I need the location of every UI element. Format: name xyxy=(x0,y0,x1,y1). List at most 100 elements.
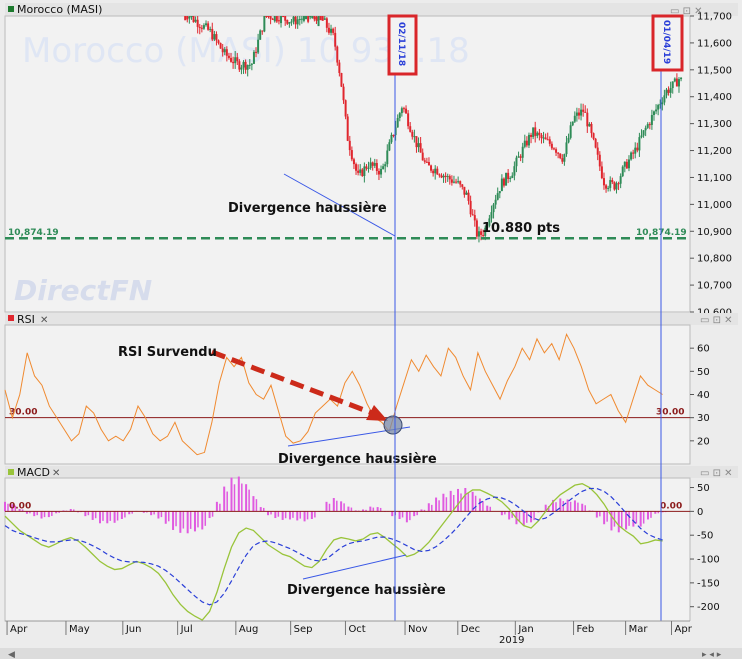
candle-body xyxy=(515,157,518,167)
candle-body xyxy=(246,65,249,70)
macd-close-icon[interactable]: ✕ xyxy=(52,468,60,479)
candle-body xyxy=(527,134,530,146)
date-box-apr xyxy=(651,14,684,72)
macd-plot-area[interactable] xyxy=(4,477,691,622)
candle-body xyxy=(405,108,408,114)
candle-body xyxy=(675,78,678,87)
price-divergence-label: Divergence haussière xyxy=(228,201,387,216)
candle-body xyxy=(669,88,672,93)
candle-body xyxy=(186,16,189,20)
y-tick-label: -50 xyxy=(697,531,713,542)
candle-body xyxy=(590,123,593,134)
candle-body xyxy=(450,179,453,183)
price-plot-area[interactable] xyxy=(4,15,691,313)
macd-panel-title: MACD xyxy=(17,466,50,479)
candle-body xyxy=(338,62,341,74)
price-points-label: 10.880 pts xyxy=(482,221,560,236)
candle-body xyxy=(252,51,255,64)
candle-body xyxy=(640,135,643,138)
candle-body xyxy=(496,193,499,200)
candle-body xyxy=(548,139,551,144)
candle-body xyxy=(627,159,630,169)
candle-body xyxy=(523,140,526,147)
candle-body xyxy=(257,39,260,53)
candle-body xyxy=(375,162,378,171)
candle-body xyxy=(486,225,489,228)
candle-body xyxy=(209,28,212,30)
rsi-oversold-label: RSI Survendu xyxy=(118,345,217,360)
candle-body xyxy=(632,152,635,154)
candle-body xyxy=(605,185,608,189)
candle-body xyxy=(430,165,433,171)
price-reference-label-left: 10,874.19 xyxy=(8,228,59,238)
rsi-reference-label-left: 30.00 xyxy=(9,408,37,418)
candle-body xyxy=(417,143,420,148)
candle-body xyxy=(534,127,537,136)
candle-body xyxy=(652,111,655,116)
candle-body xyxy=(467,192,470,201)
rsi-close-icon[interactable]: ✕ xyxy=(40,315,48,326)
candle-body xyxy=(298,19,301,21)
candle-body xyxy=(477,231,480,237)
candle-body xyxy=(546,139,549,141)
candle-body xyxy=(623,161,626,167)
y-tick-label: 11,300 xyxy=(697,119,732,130)
candle-body xyxy=(440,175,443,178)
svg-text:▭ ⊡ ✕: ▭ ⊡ ✕ xyxy=(700,468,733,479)
candle-body xyxy=(598,154,601,167)
candle-body xyxy=(425,161,428,163)
x-tick-label: Jan xyxy=(517,624,533,635)
candle-body xyxy=(248,64,251,66)
candle-body xyxy=(452,181,455,183)
candle-body xyxy=(327,27,330,33)
status-bar-controls[interactable]: ▸ ◂ ▸ xyxy=(702,650,722,659)
x-tick-label: Oct xyxy=(348,624,365,635)
rsi-plot-area[interactable] xyxy=(4,324,691,465)
candle-body xyxy=(594,138,597,148)
y-tick-label: 60 xyxy=(697,344,710,355)
candle-body xyxy=(555,149,558,153)
candle-body xyxy=(261,30,264,32)
macd-trendline xyxy=(302,554,407,580)
candle-body xyxy=(286,19,289,24)
candle-body xyxy=(484,227,487,236)
y-tick-label: 11,400 xyxy=(697,92,732,103)
rsi-divergence-label: Divergence haussière xyxy=(278,452,437,467)
candle-body xyxy=(205,23,208,26)
x-tick-label: May xyxy=(69,624,90,635)
candle-body xyxy=(542,137,545,139)
candle-body xyxy=(290,21,293,23)
candle-body xyxy=(513,166,516,176)
y-tick-label: -200 xyxy=(697,602,720,613)
candle-body xyxy=(357,170,360,173)
candle-body xyxy=(432,170,435,174)
candle-body xyxy=(538,132,541,135)
candle-body xyxy=(325,18,328,28)
candle-body xyxy=(617,183,620,185)
status-bar-arrow-icon[interactable]: ◀ xyxy=(8,650,15,659)
candle-body xyxy=(665,89,668,96)
candle-body xyxy=(427,162,430,166)
candle-body xyxy=(455,181,458,183)
y-tick-label: -150 xyxy=(697,578,720,589)
candle-body xyxy=(436,168,439,175)
candle-body xyxy=(423,160,426,162)
price-trendline xyxy=(283,173,396,237)
candle-body xyxy=(644,127,647,131)
candle-body xyxy=(459,181,462,185)
candle-body xyxy=(259,30,262,40)
macd-line xyxy=(4,483,663,621)
rsi-panel-controls[interactable]: ▭ ⊡ ✕ xyxy=(700,315,733,326)
candle-body xyxy=(584,111,587,113)
candle-body xyxy=(569,125,572,138)
candle-body xyxy=(196,19,199,27)
candle-body xyxy=(377,170,380,175)
candle-body xyxy=(407,113,410,127)
x-tick-label: Sep xyxy=(294,624,313,635)
macd-panel-controls[interactable]: ▭ ⊡ ✕ xyxy=(700,468,733,479)
candle-body xyxy=(480,231,483,235)
candle-body xyxy=(494,199,497,205)
candle-body xyxy=(232,61,235,64)
price-panel-controls[interactable]: ▭ ⊡ ✕ xyxy=(670,6,703,17)
candle-body xyxy=(636,147,639,151)
